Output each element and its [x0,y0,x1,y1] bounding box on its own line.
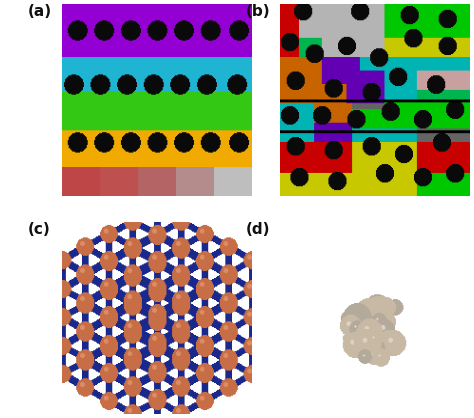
Text: (a): (a) [27,4,52,19]
Text: (b): (b) [246,4,270,19]
Text: (d): (d) [246,222,270,237]
Text: (c): (c) [27,222,50,237]
